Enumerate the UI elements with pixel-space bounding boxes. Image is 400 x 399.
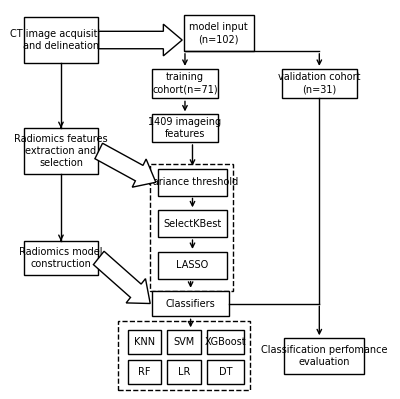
FancyBboxPatch shape xyxy=(128,360,162,384)
Text: Classifiers: Classifiers xyxy=(166,298,216,308)
Text: variance threshold: variance threshold xyxy=(147,177,238,187)
FancyBboxPatch shape xyxy=(158,210,227,237)
Text: Classification perfomance
evaluation: Classification perfomance evaluation xyxy=(261,345,387,367)
Text: SelectKBest: SelectKBest xyxy=(163,219,222,229)
FancyBboxPatch shape xyxy=(128,330,162,354)
FancyBboxPatch shape xyxy=(206,330,244,354)
FancyBboxPatch shape xyxy=(24,241,98,275)
Text: DT: DT xyxy=(219,367,232,377)
Text: 1409 imageing
features: 1409 imageing features xyxy=(148,117,222,139)
FancyBboxPatch shape xyxy=(167,360,201,384)
Polygon shape xyxy=(99,24,182,56)
Text: SVM: SVM xyxy=(174,337,195,347)
FancyBboxPatch shape xyxy=(282,69,357,99)
Text: RF: RF xyxy=(138,367,151,377)
Text: XGBoost: XGBoost xyxy=(204,337,246,347)
FancyBboxPatch shape xyxy=(24,128,98,174)
FancyBboxPatch shape xyxy=(24,17,98,63)
FancyBboxPatch shape xyxy=(152,290,229,316)
Text: LASSO: LASSO xyxy=(176,260,209,270)
Text: KNN: KNN xyxy=(134,337,155,347)
FancyBboxPatch shape xyxy=(206,360,244,384)
Text: Radiomics model
construction: Radiomics model construction xyxy=(19,247,103,269)
Text: LR: LR xyxy=(178,367,190,377)
FancyBboxPatch shape xyxy=(158,252,227,279)
FancyBboxPatch shape xyxy=(152,69,218,99)
FancyBboxPatch shape xyxy=(167,330,201,354)
FancyBboxPatch shape xyxy=(284,338,364,374)
FancyBboxPatch shape xyxy=(152,114,218,142)
Text: CT image acquisition
and delineation: CT image acquisition and delineation xyxy=(10,29,112,51)
Text: model input
(n=102): model input (n=102) xyxy=(190,22,248,44)
Text: Radiomics features
extraction and
selection: Radiomics features extraction and select… xyxy=(14,134,108,168)
Polygon shape xyxy=(94,251,150,304)
Polygon shape xyxy=(95,143,156,187)
Text: validation cohort
(n=31): validation cohort (n=31) xyxy=(278,72,360,95)
FancyBboxPatch shape xyxy=(158,169,227,196)
FancyBboxPatch shape xyxy=(184,15,254,51)
Text: training
cohort(n=71): training cohort(n=71) xyxy=(152,72,218,95)
